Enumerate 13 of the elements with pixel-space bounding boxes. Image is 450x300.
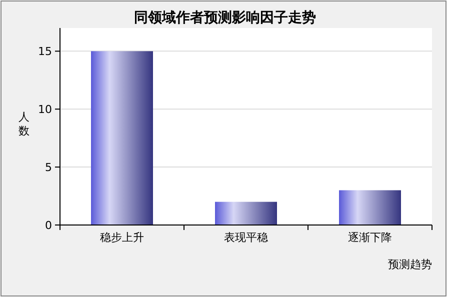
x-tick-label: 逐渐下降	[348, 231, 392, 244]
y-tick-label: 0	[45, 219, 52, 232]
x-tick-label: 稳步上升	[100, 231, 144, 244]
bar	[215, 202, 277, 225]
y-tick-label: 15	[38, 45, 52, 58]
x-axis-title: 预测趋势	[388, 258, 432, 271]
y-axis-title: 人数	[18, 110, 30, 138]
x-tick-label: 表现平稳	[224, 231, 268, 244]
y-tick-label: 10	[38, 103, 52, 116]
chart-title: 同领域作者预测影响因子走势	[134, 10, 316, 26]
bar	[91, 51, 153, 225]
bar	[339, 190, 401, 225]
y-tick-label: 5	[45, 161, 52, 174]
